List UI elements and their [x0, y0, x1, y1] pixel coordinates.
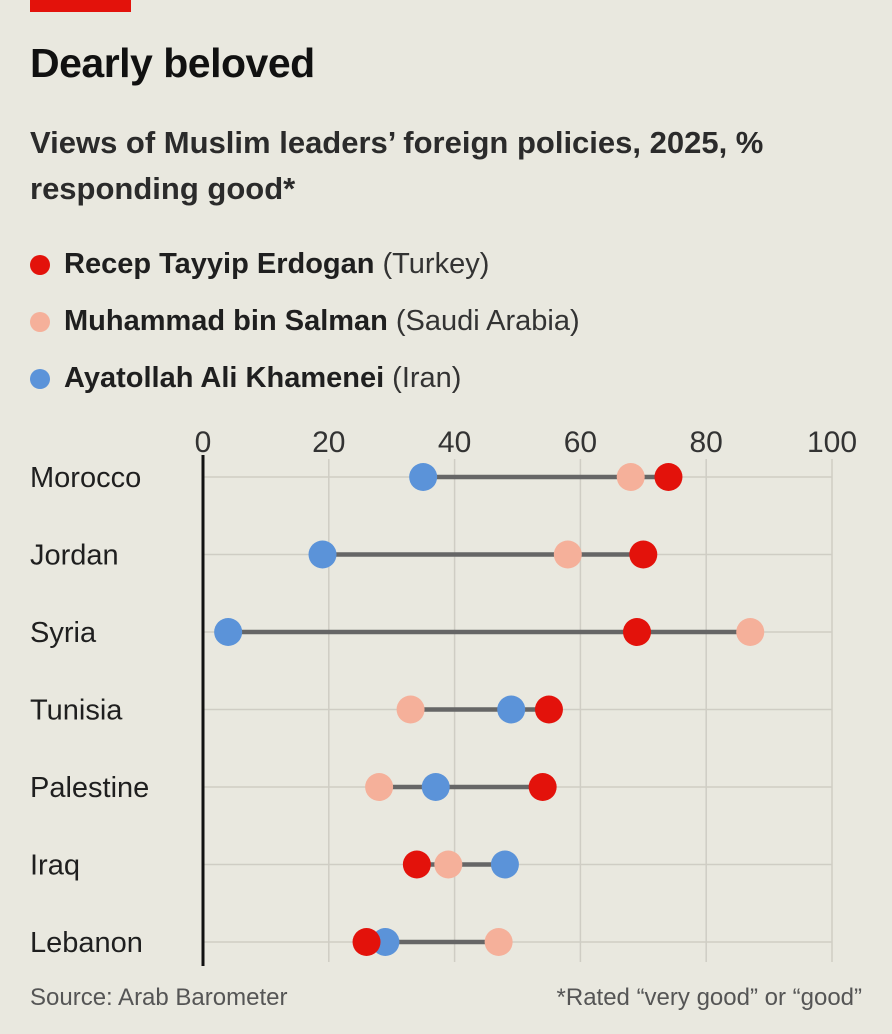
category-label: Tunisia — [30, 695, 123, 727]
chart-title: Dearly beloved — [30, 40, 315, 86]
khamenei-dot — [490, 850, 519, 879]
khamenei-dot — [308, 540, 337, 569]
salman-dot — [434, 850, 463, 879]
erdogan-dot — [528, 773, 557, 801]
salman-dot — [396, 695, 425, 724]
legend-country: (Iran) — [392, 362, 462, 394]
category-label: Jordan — [30, 540, 119, 572]
erdogan-dot — [623, 618, 652, 646]
erdogan-dot — [352, 928, 381, 956]
legend-country: (Turkey) — [382, 248, 490, 280]
salman-dot — [736, 618, 765, 646]
legend-label: Muhammad bin Salman — [64, 305, 388, 337]
category-label: Syria — [30, 617, 97, 649]
erdogan-dot — [629, 540, 658, 569]
category-label: Lebanon — [30, 927, 143, 959]
salman-dot — [484, 928, 513, 956]
salman-dot — [553, 540, 582, 569]
salman-dot — [616, 463, 645, 491]
legend-dot-salman — [30, 311, 50, 332]
x-tick-label: 100 — [807, 426, 857, 459]
khamenei-dot — [421, 773, 450, 801]
legend-label: Recep Tayyip Erdogan — [64, 248, 375, 280]
erdogan-dot — [402, 850, 431, 879]
legend-item-erdogan: Recep Tayyip Erdogan (Turkey) — [30, 236, 580, 293]
footnote: *Rated “very good” or “good” — [556, 984, 862, 1011]
erdogan-dot — [654, 463, 683, 491]
legend: Recep Tayyip Erdogan (Turkey) Muhammad b… — [30, 236, 580, 407]
legend-item-khamenei: Ayatollah Ali Khamenei (Iran) — [30, 350, 580, 407]
legend-label: Ayatollah Ali Khamenei — [64, 362, 385, 394]
source-note: Source: Arab Barometer — [30, 984, 288, 1011]
x-tick-label: 20 — [312, 426, 345, 459]
category-label: Palestine — [30, 772, 149, 804]
category-label: Morocco — [30, 462, 141, 494]
x-tick-label: 40 — [438, 426, 471, 459]
legend-item-salman: Muhammad bin Salman (Saudi Arabia) — [30, 293, 580, 350]
khamenei-dot — [409, 463, 438, 491]
x-tick-label: 60 — [564, 426, 597, 459]
chart-subtitle: Views of Muslim leaders’ foreign policie… — [30, 125, 764, 206]
khamenei-dot — [497, 695, 526, 724]
x-tick-label: 80 — [690, 426, 723, 459]
khamenei-dot — [214, 618, 243, 646]
legend-dot-erdogan — [30, 254, 50, 275]
brand-bar — [30, 0, 131, 12]
salman-dot — [365, 773, 394, 801]
legend-dot-khamenei — [30, 368, 50, 389]
category-label: Iraq — [30, 850, 80, 882]
x-tick-label: 0 — [195, 426, 212, 459]
erdogan-dot — [534, 695, 563, 724]
legend-country: (Saudi Arabia) — [395, 305, 580, 337]
